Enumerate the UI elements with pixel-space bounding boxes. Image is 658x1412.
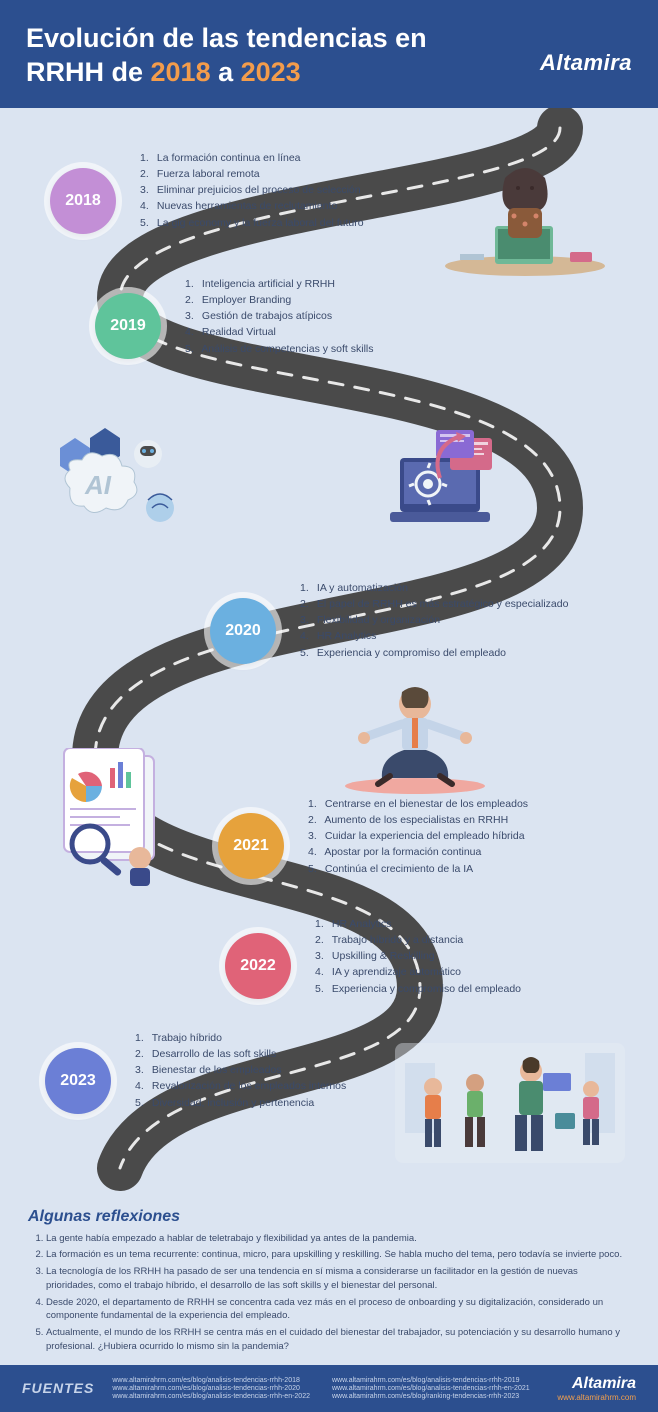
year-items-2019: 1. Inteligencia artificial y RRHH2. Empl… (185, 276, 374, 357)
illustration-analytics (50, 748, 180, 888)
trend-item: 3. Bienestar de los empleados (135, 1062, 346, 1078)
svg-text:AI: AI (84, 470, 112, 500)
reflection-item: La gente había empezado a hablar de tele… (46, 1232, 630, 1246)
footer-sources: www.altamirahrm.com/es/blog/analisis-ten… (112, 1377, 539, 1400)
infographic-canvas: AI (0, 108, 658, 1198)
source-link: www.altamirahrm.com/es/blog/analisis-ten… (332, 1377, 530, 1384)
brand-logo: Altamira (540, 50, 632, 76)
trend-item: 5. Análisis de competencias y soft skill… (185, 341, 374, 357)
trend-item: 2. Aumento de los especialistas en RRHH (308, 812, 528, 828)
reflection-item: Actualmente, el mundo de los RRHH se cen… (46, 1326, 630, 1354)
title-mid: a (211, 57, 241, 87)
trend-item: 3. Upskilling & Reskilling (315, 948, 521, 964)
trend-item: 2. Employer Branding (185, 292, 374, 308)
trend-item: 2. El papel de RRHH es más estratégico y… (300, 596, 568, 612)
header: Evolución de las tendencias en RRHH de 2… (0, 0, 658, 108)
year-badge-2021: 2021 (218, 813, 284, 879)
reflection-item: La tecnología de los RRHH ha pasado de s… (46, 1265, 630, 1293)
source-link: www.altamirahrm.com/es/blog/analisis-ten… (112, 1385, 310, 1392)
trend-item: 4. IA y aprendizaje automático (315, 964, 521, 980)
trend-item: 5. La gig economy y la fuerza laboral de… (140, 215, 364, 231)
year-items-2018: 1. La formación continua en línea2. Fuer… (140, 150, 364, 231)
footer-brand-url: www.altamirahrm.com (557, 1393, 636, 1402)
reflection-item: Desde 2020, el departamento de RRHH se c… (46, 1296, 630, 1324)
footer-label: FUENTES (22, 1380, 94, 1396)
title-year2: 2023 (241, 57, 301, 87)
trend-item: 5. Experiencia y compromiso del empleado (315, 981, 521, 997)
trend-item: 3. Cuidar la experiencia del empleado hí… (308, 828, 528, 844)
year-items-2021: 1. Centrarse en el bienestar de los empl… (308, 796, 528, 877)
trend-item: 5. Continúa el crecimiento de la IA (308, 861, 528, 877)
trend-item: 5. Diversidad, inclusión y pertenencia (135, 1095, 346, 1111)
trend-item: 4. Revalorización de los empleados inter… (135, 1078, 346, 1094)
trend-item: 1. IA y automatización (300, 580, 568, 596)
year-items-2023: 1. Trabajo híbrido2. Desarrollo de las s… (135, 1030, 346, 1111)
source-link: www.altamirahrm.com/es/blog/analisis-ten… (332, 1385, 530, 1392)
trend-item: 3. Gestión de trabajos atípicos (185, 308, 374, 324)
trend-item: 1. Inteligencia artificial y RRHH (185, 276, 374, 292)
year-badge-2018: 2018 (50, 168, 116, 234)
trend-item: 4. Apostar por la formación continua (308, 844, 528, 860)
illustration-ai-brain: AI (40, 418, 200, 538)
year-items-2020: 1. IA y automatización2. El papel de RRH… (300, 580, 568, 661)
source-link: www.altamirahrm.com/es/blog/analisis-ten… (112, 1377, 310, 1384)
year-badge-2020: 2020 (210, 598, 276, 664)
footer-brand-name: Altamira (557, 1375, 636, 1393)
footer: FUENTES www.altamirahrm.com/es/blog/anal… (0, 1365, 658, 1412)
trend-item: 1. La formación continua en línea (140, 150, 364, 166)
trend-item: 2. Fuerza laboral remota (140, 166, 364, 182)
trend-item: 1. HR Analytics (315, 916, 521, 932)
illustration-meditation (330, 678, 500, 798)
trend-item: 4. Nuevas herramientas de reclutamiento (140, 198, 364, 214)
source-link: www.altamirahrm.com/es/blog/ranking-tend… (332, 1393, 530, 1400)
year-badge-2022: 2022 (225, 933, 291, 999)
trend-item: 4. HR Analytics (300, 628, 568, 644)
year-items-2022: 1. HR Analytics2. Trabajo híbrido y a di… (315, 916, 521, 997)
reflection-item: La formación es un tema recurrente: cont… (46, 1248, 630, 1262)
trend-item: 1. Trabajo híbrido (135, 1030, 346, 1046)
illustration-office-people (395, 1043, 625, 1163)
year-badge-2019: 2019 (95, 293, 161, 359)
trend-item: 5. Experiencia y compromiso del empleado (300, 645, 568, 661)
reflections-list: La gente había empezado a hablar de tele… (28, 1232, 630, 1354)
trend-item: 1. Centrarse en el bienestar de los empl… (308, 796, 528, 812)
trend-item: 3. Flexibilidad y organización (300, 612, 568, 628)
footer-brand: Altamira www.altamirahrm.com (557, 1375, 636, 1402)
reflections-section: Algunas reflexiones La gente había empez… (0, 1198, 658, 1365)
trend-item: 3. Eliminar prejuicios del proceso de se… (140, 182, 364, 198)
trend-item: 4. Realidad Virtual (185, 324, 374, 340)
year-badge-2023: 2023 (45, 1048, 111, 1114)
illustration-laptop-automation (380, 428, 510, 528)
page-title: Evolución de las tendencias en RRHH de 2… (26, 22, 496, 90)
source-link: www.altamirahrm.com/es/blog/analisis-ten… (112, 1393, 310, 1400)
trend-item: 2. Desarrollo de las soft skills (135, 1046, 346, 1062)
reflections-title: Algunas reflexiones (28, 1208, 630, 1226)
illustration-remote-worker (440, 158, 610, 278)
title-year1: 2018 (151, 57, 211, 87)
trend-item: 2. Trabajo híbrido y a distancia (315, 932, 521, 948)
